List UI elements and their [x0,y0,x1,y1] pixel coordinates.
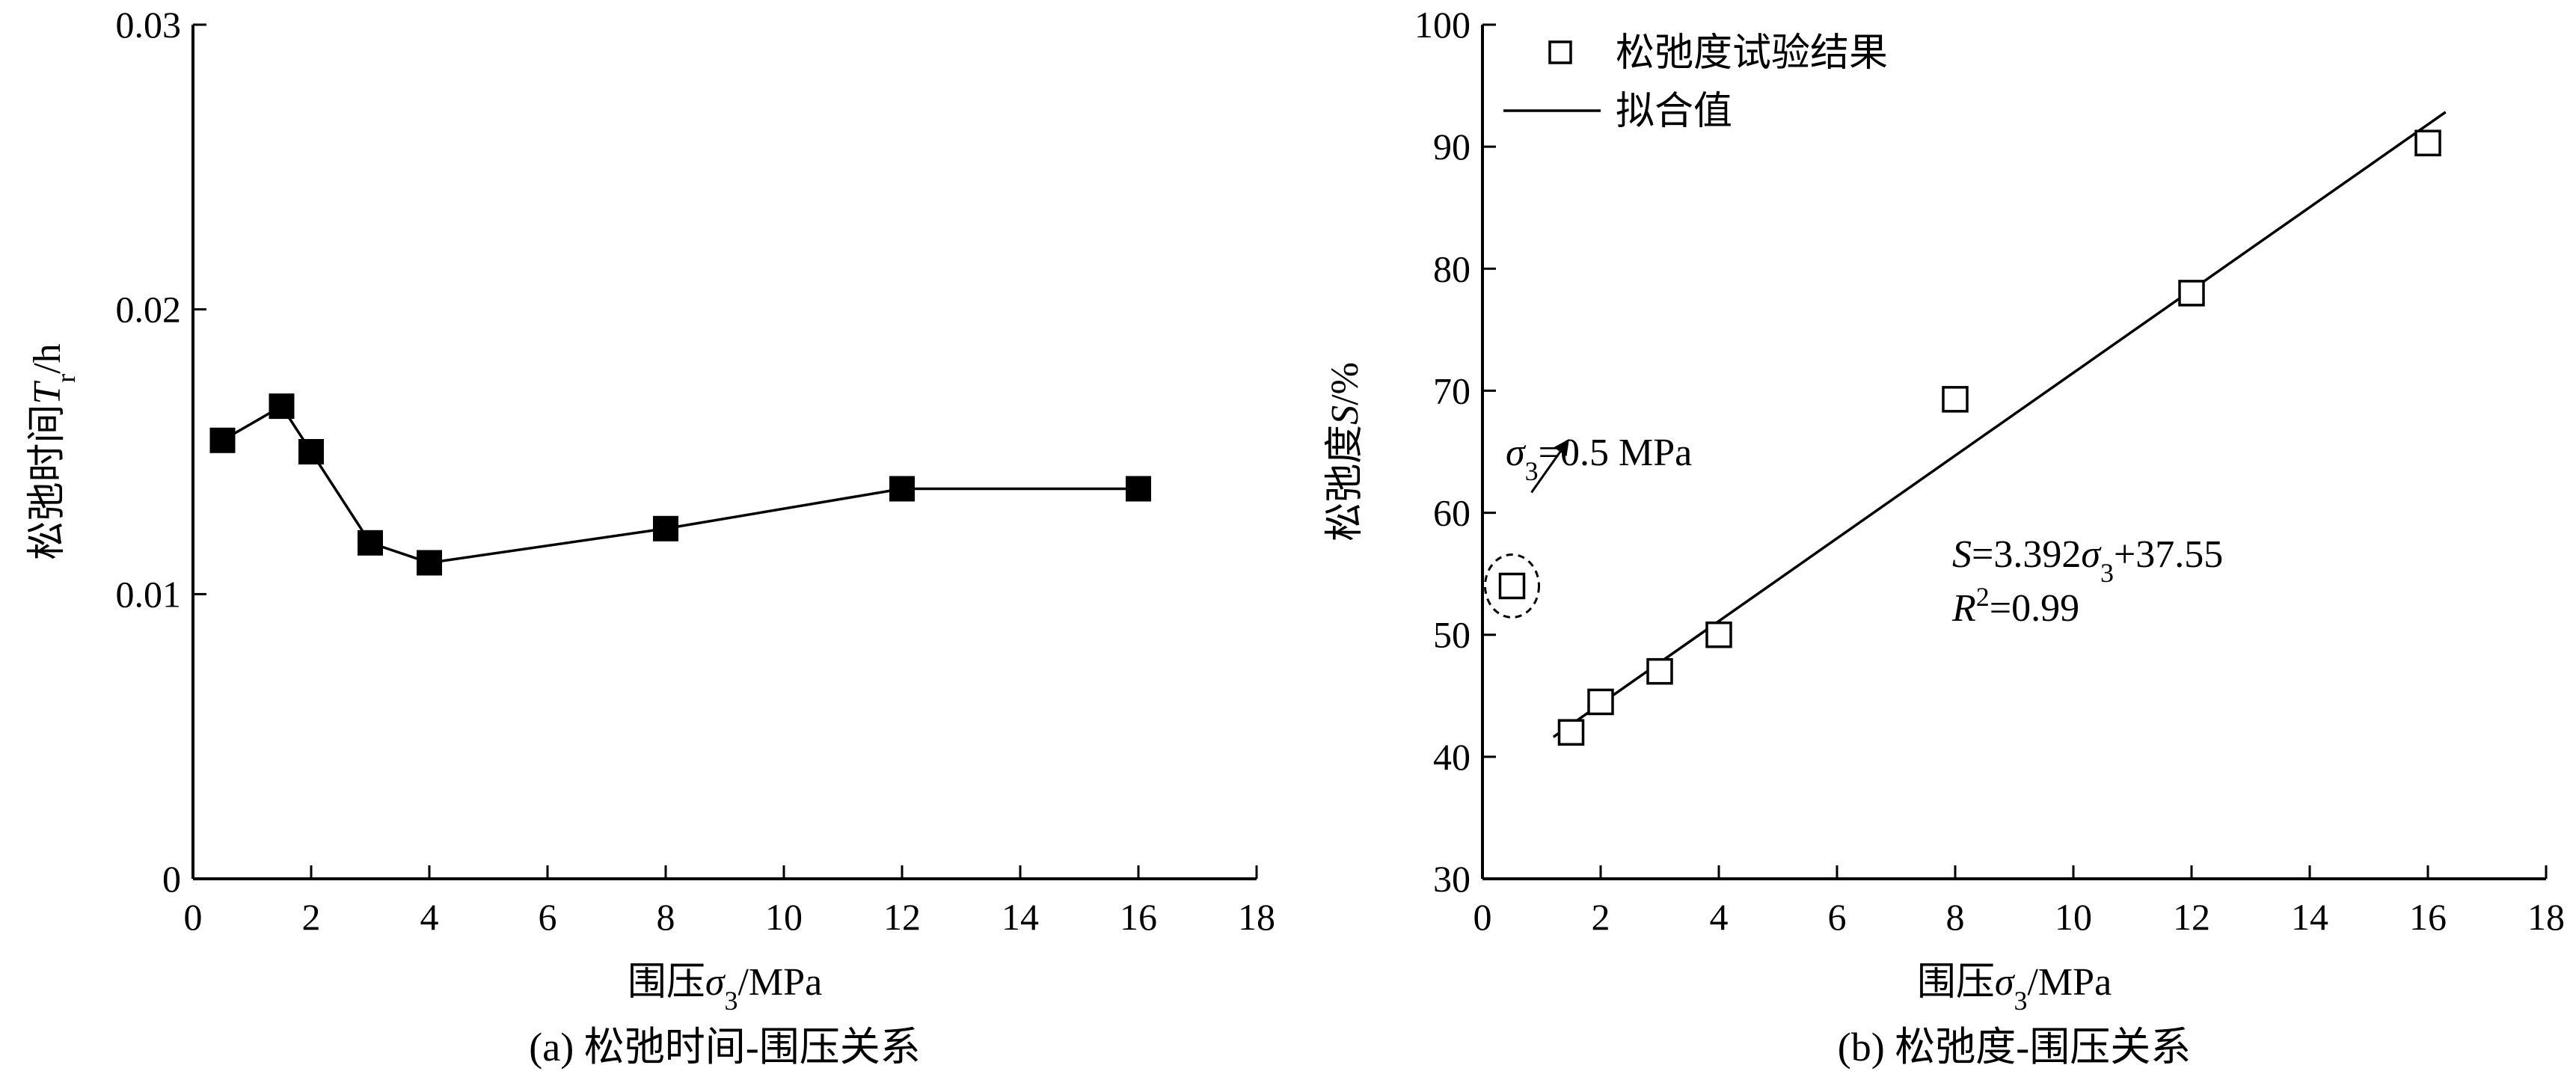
x-tick-label: 0 [184,896,203,938]
data-point-marker [298,439,324,464]
y-axis-label: 松弛度S/% [1324,362,1367,541]
data-point-marker [1705,621,1732,648]
data-point-marker [889,476,915,502]
data-point-marker [1126,476,1151,502]
x-tick-label: 16 [2409,896,2447,938]
x-tick-label: 0 [1473,896,1492,938]
data-point-marker [1498,572,1526,600]
x-tick-label: 10 [2055,896,2092,938]
y-tick-label: 70 [1433,369,1471,411]
data-point-marker [358,530,383,556]
y-tick-label: 0.01 [116,573,182,615]
y-tick-label: 60 [1433,492,1471,534]
x-axis-label: 围压σ3/MPa [628,961,822,1016]
data-point-marker [209,427,236,453]
y-tick-label: 0.02 [116,289,182,331]
panel-caption: (b) 松弛度-围压关系 [1838,1025,2191,1070]
data-point-marker [1646,657,1673,685]
y-axis-label: 松弛时间Tr/h [26,343,81,559]
x-tick-label: 2 [1592,896,1610,938]
y-tick-label: 100 [1414,4,1471,46]
x-tick-label: 12 [2173,896,2210,938]
x-tick-label: 18 [1238,896,1275,938]
panel-b: 0 2 4 6 8 10 12 14 16 18 30 40 50 60 70 80 90 100 松弛度试验结果拟… [1324,4,2565,1070]
x-tick-label: 8 [657,896,675,938]
annotation-arrow [1530,439,1569,494]
x-tick-label: 12 [883,896,921,938]
y-tick-label: 30 [1433,858,1471,900]
panel-caption: (a) 松弛时间-围压关系 [529,1025,920,1070]
x-axis-label: 围压σ3/MPa [1917,961,2112,1016]
x-tick-label: 10 [765,896,803,938]
data-point-marker [1587,688,1614,716]
fit-equation: S=3.392σ3+37.55 [1952,533,2223,588]
x-tick-label: 4 [1710,896,1729,938]
legend-label: 拟合值 [1616,90,1732,133]
r-squared: R2=0.99 [1951,582,2079,630]
data-point-marker [1942,386,1969,413]
legend-label: 松弛度试验结果 [1616,32,1888,75]
x-tick-label: 14 [1002,896,1039,938]
x-tick-label: 6 [539,896,557,938]
x-tick-label: 2 [302,896,321,938]
y-tick-label: 50 [1433,614,1471,656]
x-tick-label: 14 [2291,896,2328,938]
x-tick-label: 16 [1120,896,1157,938]
data-point-marker [269,393,295,420]
data-point-marker [2178,280,2205,307]
annotation-circle [1484,553,1540,619]
data-point-marker [653,515,678,541]
x-tick-label: 18 [2527,896,2565,938]
data-point-marker [2414,129,2441,156]
annotation-label: σ3=0.5 MPa [1506,432,1692,486]
x-tick-label: 8 [1946,896,1965,938]
y-tick-label: 90 [1433,126,1471,168]
fit-line [1552,111,2447,738]
data-point-marker [417,550,442,576]
y-tick-label: 0.03 [116,4,182,46]
x-tick-label: 4 [420,896,439,938]
panel-a: 0 2 4 6 8 10 12 14 16 18 0 0.01 0.02 0.03 围压σ3/MPa 松弛时间… [26,4,1275,1070]
legend-marker-square [1548,40,1572,64]
data-point-marker [1557,719,1585,746]
y-tick-label: 0 [162,858,181,900]
y-tick-label: 80 [1433,248,1471,289]
y-tick-label: 40 [1433,736,1471,778]
x-tick-label: 6 [1828,896,1847,938]
